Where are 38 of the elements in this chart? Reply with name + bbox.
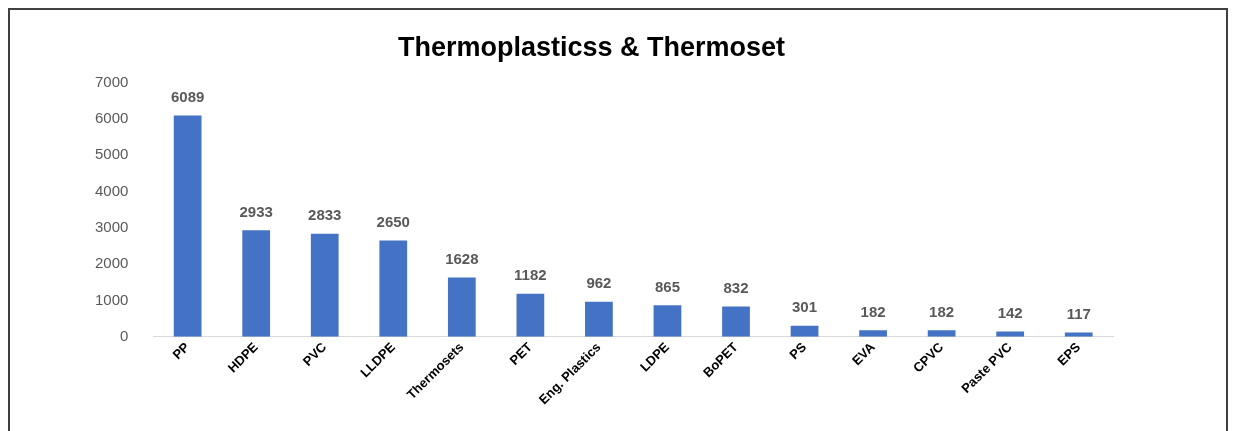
bar	[927, 330, 956, 337]
data-label: 301	[792, 298, 818, 316]
bar	[310, 233, 339, 337]
data-label: 1628	[445, 250, 479, 268]
data-label: 117	[1066, 305, 1091, 323]
y-tick-label: 2000	[94, 254, 129, 272]
data-label: 1182	[514, 266, 547, 284]
bar	[242, 230, 271, 337]
y-tick-label: 4000	[94, 181, 129, 199]
bar	[516, 293, 545, 337]
y-tick-label: 1000	[94, 290, 129, 308]
bar	[722, 306, 750, 337]
bar	[173, 115, 202, 337]
data-label: 962	[586, 274, 612, 292]
y-tick-label: 7000	[94, 72, 129, 90]
chart-title: Thermoplasticss & Thermoset	[397, 31, 786, 62]
data-label: 865	[654, 277, 680, 295]
bar	[653, 305, 682, 337]
data-label: 182	[860, 302, 886, 320]
y-tick-label: 0	[120, 326, 129, 344]
y-tick-label: 5000	[94, 145, 129, 163]
bar	[447, 277, 476, 337]
data-label: 2650	[376, 213, 410, 231]
data-label: 832	[723, 279, 749, 297]
data-label: 182	[929, 302, 955, 320]
data-label: 2933	[239, 202, 273, 220]
data-label: 2833	[308, 206, 342, 224]
data-label: 142	[997, 304, 1023, 322]
y-tick-label: 6000	[94, 108, 129, 126]
x-tick-label: EVA	[848, 338, 879, 369]
bar	[585, 301, 613, 337]
y-tick-label: 3000	[94, 217, 129, 235]
bar	[859, 330, 887, 337]
bar	[379, 240, 408, 337]
x-tick-label: PP	[169, 339, 193, 363]
data-label: 6089	[170, 88, 205, 106]
x-tick-label: PS	[786, 339, 810, 363]
bar	[1064, 332, 1093, 337]
